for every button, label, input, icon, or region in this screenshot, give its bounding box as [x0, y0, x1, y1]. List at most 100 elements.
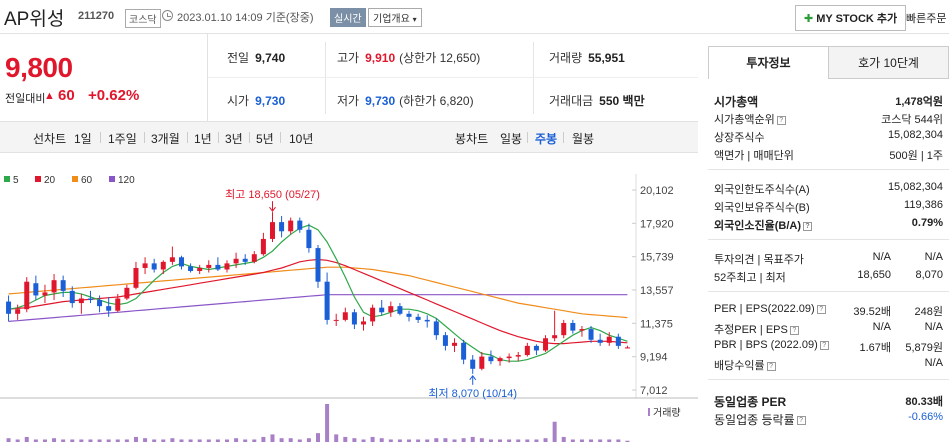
volume-bar — [42, 439, 47, 442]
sector-per-label: 동일업종 PER — [714, 395, 787, 409]
help-icon[interactable]: ? — [803, 221, 812, 231]
candle-body — [315, 248, 321, 282]
price-chart[interactable]: 20,102 17,920 15,739 13,557 11,375 9,194 7,012… — [0, 154, 698, 446]
volume-bar — [561, 436, 566, 442]
candle-body — [615, 336, 621, 346]
legend-label: 120 — [118, 175, 135, 186]
help-icon[interactable]: ? — [789, 325, 799, 335]
foreign-limit-label: 외국인한도주식수(A) — [714, 184, 810, 196]
y-tick-label: 11,375 — [640, 318, 673, 330]
tab-order-book[interactable]: 호가 10단계 — [829, 46, 949, 79]
foreign-hold-label: 외국인보유주식수(B) — [714, 202, 810, 214]
price-change: 60 — [58, 87, 75, 104]
company-info-dropdown[interactable]: 기업개요 ▾ — [368, 8, 422, 27]
period-3y[interactable]: 3년 — [225, 132, 243, 146]
est-eps-value: N/A — [924, 321, 943, 333]
chart-toolbar: 선차트 1일 1주일 3개월 1년 3년 5년 10년 봉차트 일봉 주봉 월봉 — [0, 121, 698, 153]
candle-body — [33, 283, 39, 296]
volume-bar — [252, 439, 257, 442]
period-1w[interactable]: 1주일 — [108, 132, 137, 146]
volume-bar — [407, 439, 412, 442]
candle-body — [506, 356, 512, 359]
pbr-label: PBR | BPS (2022.09) — [714, 339, 818, 351]
candle-body — [388, 306, 394, 313]
volume-bar — [379, 438, 384, 442]
foreign-ratio-row: 외국인소진율(B/A)? 0.79% — [708, 215, 949, 233]
help-icon[interactable]: ? — [766, 361, 776, 371]
divider — [325, 42, 326, 114]
volume-bar — [215, 439, 220, 442]
cap-rank-value: 코스닥 544위 — [881, 114, 943, 126]
volume-bar — [461, 438, 466, 442]
candle-body — [42, 292, 48, 296]
candle-body — [260, 238, 266, 255]
volume-bar — [152, 439, 157, 442]
per-label: PER | EPS(2022.09) — [714, 303, 815, 315]
volume-legend-swatch — [648, 408, 650, 416]
add-mystock-label: MY STOCK 추가 — [816, 13, 898, 25]
candle-monthly[interactable]: 월봉 — [572, 132, 595, 146]
prev-close-value: 9,740 — [255, 51, 286, 65]
candle-body — [624, 347, 630, 349]
candle-body — [60, 280, 66, 291]
par-row: 액면가 | 매매단위 500원 | 1주 — [708, 145, 949, 163]
candle-body — [97, 300, 103, 307]
divider — [187, 132, 188, 143]
current-price: 9,800 — [5, 52, 73, 83]
lower-limit: (하한가 6,820) — [399, 94, 474, 108]
candlestick-chart[interactable]: 20,102 17,920 15,739 13,557 11,375 9,194 7,012… — [0, 154, 698, 446]
candle-body — [606, 336, 612, 343]
volume-bar — [243, 439, 248, 442]
volume-bar — [534, 439, 539, 442]
volume-bar — [234, 438, 239, 442]
foreign-hold-value: 119,386 — [904, 199, 943, 211]
volume-bar — [297, 439, 302, 442]
candle-body — [415, 316, 421, 320]
add-mystock-button[interactable]: ✚ MY STOCK 추가 — [795, 5, 907, 31]
sector-per-row: 동일업종 PER 80.33배 — [708, 391, 949, 409]
low-price: 저가 9,730 (하한가 6,820) — [337, 92, 474, 109]
volume-bar — [416, 439, 421, 442]
candle-body — [561, 322, 567, 336]
volume-bar — [188, 439, 193, 442]
opinion-value: N/A — [872, 251, 891, 263]
help-icon[interactable]: ? — [776, 115, 786, 125]
prev-close-label: 전일 — [227, 51, 250, 65]
period-3m[interactable]: 3개월 — [151, 132, 180, 146]
volume-bar — [279, 438, 284, 442]
volume-bar — [316, 433, 320, 442]
help-icon[interactable]: ? — [816, 304, 826, 314]
candle-body — [160, 261, 166, 270]
candle-weekly[interactable]: 주봉 — [535, 132, 558, 146]
help-icon[interactable]: ? — [819, 340, 829, 350]
par-label: 액면가 | 매매단위 — [714, 150, 794, 162]
per-row: PER | EPS(2022.09)? 39.52배 248원 — [708, 301, 949, 319]
price-change-percent: +0.62% — [88, 87, 140, 104]
candle-body — [206, 264, 212, 268]
realtime-badge: 실시간 — [330, 8, 366, 27]
period-5y[interactable]: 5년 — [256, 132, 274, 146]
divider — [533, 42, 534, 114]
period-1d[interactable]: 1일 — [74, 132, 92, 146]
volume-bar — [479, 438, 484, 442]
candle-body — [169, 257, 175, 262]
candle-daily[interactable]: 일봉 — [500, 132, 523, 146]
y-tick-label: 13,557 — [640, 285, 674, 297]
sector-rate-value: -0.66% — [908, 411, 943, 423]
volume-bar — [607, 439, 612, 442]
divider — [563, 132, 564, 143]
help-icon[interactable]: ? — [796, 416, 806, 426]
legend-label: 5 — [13, 175, 19, 186]
period-1y[interactable]: 1년 — [194, 132, 212, 146]
min-arrow-head — [469, 375, 477, 381]
pbr-row: PBR | BPS (2022.09)? 1.67배 5,879원 — [708, 337, 949, 355]
volume-bar — [161, 439, 166, 442]
y-tick-label: 15,739 — [640, 252, 674, 264]
volume-bar — [616, 439, 621, 442]
period-10y[interactable]: 10년 — [289, 132, 314, 146]
volume-bar — [516, 439, 521, 442]
candle-body — [306, 229, 312, 249]
opinion-label: 투자의견 | 목표주가 — [714, 254, 804, 266]
quick-order-link[interactable]: 빠른주문 — [906, 13, 947, 25]
tab-invest-info[interactable]: 투자정보 — [708, 46, 829, 79]
